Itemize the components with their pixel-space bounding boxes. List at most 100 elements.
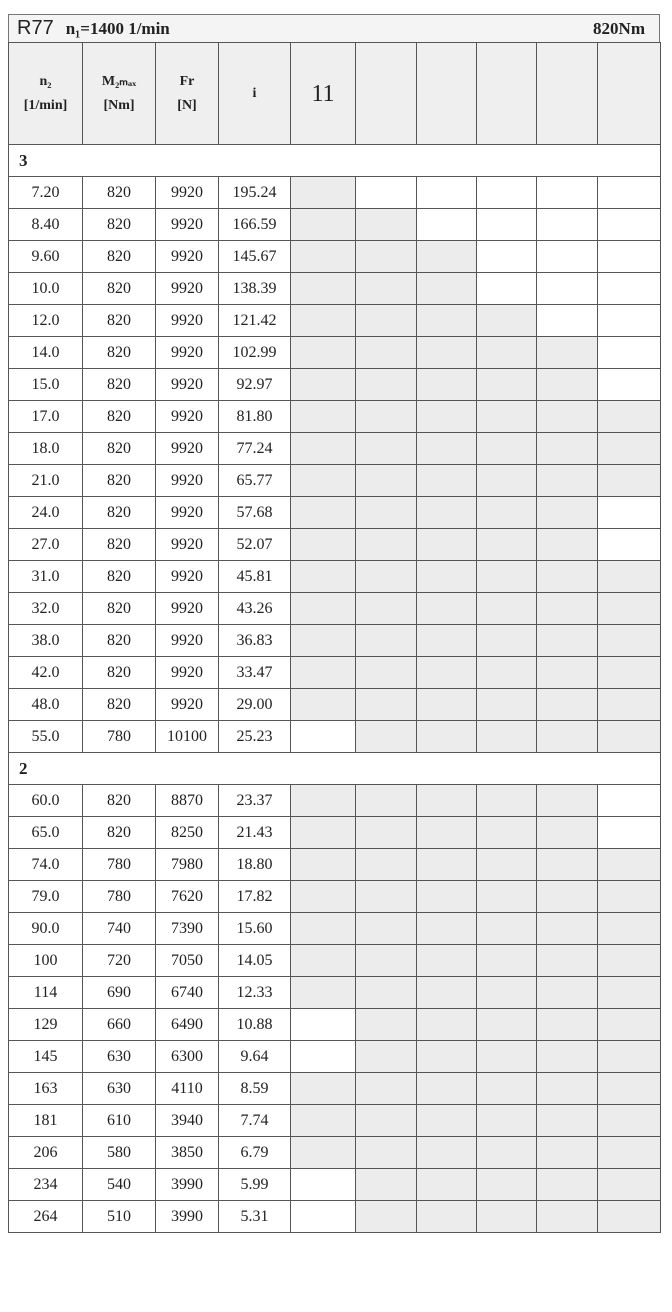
shaded-cell — [536, 336, 598, 369]
cell-i: 57.68 — [218, 496, 291, 529]
shaded-cell — [290, 880, 356, 913]
cell-n2: 9.60 — [8, 240, 83, 273]
cell-n2: 10.0 — [8, 272, 83, 305]
blank-cell — [597, 176, 661, 209]
shaded-cell — [597, 624, 661, 657]
cell-m2: 630 — [82, 1040, 156, 1073]
cell-m2: 820 — [82, 240, 156, 273]
stage-row: 3 — [8, 144, 661, 177]
shaded-cell — [416, 560, 477, 593]
shaded-cell — [355, 1008, 417, 1041]
cell-n2: 79.0 — [8, 880, 83, 913]
cell-fr: 3990 — [155, 1200, 219, 1233]
shaded-cell — [597, 1104, 661, 1137]
model-name: R77 — [17, 17, 54, 39]
cell-fr: 9920 — [155, 176, 219, 209]
header-blank — [416, 42, 477, 145]
table-row: 145 630 6300 9.64 — [8, 1040, 661, 1073]
cell-i: 6.79 — [218, 1136, 291, 1169]
cell-fr: 9920 — [155, 496, 219, 529]
table-row: 264 510 3990 5.31 — [8, 1200, 661, 1233]
blank-cell — [290, 1008, 356, 1041]
cell-fr: 9920 — [155, 624, 219, 657]
shaded-cell — [536, 1200, 598, 1233]
cell-m2: 820 — [82, 272, 156, 305]
cell-i: 25.23 — [218, 720, 291, 753]
cell-i: 8.59 — [218, 1072, 291, 1105]
cell-fr: 9920 — [155, 400, 219, 433]
table-row: 14.0 820 9920 102.99 — [8, 336, 661, 369]
shaded-cell — [536, 816, 598, 849]
shaded-cell — [536, 944, 598, 977]
shaded-cell — [355, 496, 417, 529]
cell-m2: 540 — [82, 1168, 156, 1201]
shaded-cell — [536, 400, 598, 433]
shaded-cell — [290, 784, 356, 817]
table-row: 163 630 4110 8.59 — [8, 1072, 661, 1105]
shaded-cell — [416, 656, 477, 689]
cell-n2: 74.0 — [8, 848, 83, 881]
table-row: 10.0 820 9920 138.39 — [8, 272, 661, 305]
cell-i: 121.42 — [218, 304, 291, 337]
shaded-cell — [290, 400, 356, 433]
shaded-cell — [597, 720, 661, 753]
cell-n2: 145 — [8, 1040, 83, 1073]
blank-cell — [476, 272, 537, 305]
cell-fr: 7390 — [155, 912, 219, 945]
table-row: 234 540 3990 5.99 — [8, 1168, 661, 1201]
cell-i: 12.33 — [218, 976, 291, 1009]
cell-n2: 38.0 — [8, 624, 83, 657]
cell-i: 18.80 — [218, 848, 291, 881]
header-m2max-name: M₂ₘₐₓ — [101, 73, 137, 89]
shaded-cell — [416, 1040, 477, 1073]
cell-n2: 234 — [8, 1168, 83, 1201]
header-fr: Fr [N] — [155, 42, 219, 145]
table-row: 17.0 820 9920 81.80 — [8, 400, 661, 433]
shaded-cell — [355, 848, 417, 881]
table-row: 24.0 820 9920 57.68 — [8, 496, 661, 529]
table-row: 8.40 820 9920 166.59 — [8, 208, 661, 241]
cell-n2: 32.0 — [8, 592, 83, 625]
cell-n2: 27.0 — [8, 528, 83, 561]
shaded-cell — [416, 784, 477, 817]
shaded-cell — [290, 240, 356, 273]
cell-fr: 9920 — [155, 432, 219, 465]
blank-cell — [536, 272, 598, 305]
shaded-cell — [355, 656, 417, 689]
table-row: 129 660 6490 10.88 — [8, 1008, 661, 1041]
shaded-cell — [290, 528, 356, 561]
shaded-cell — [416, 1072, 477, 1105]
cell-n2: 60.0 — [8, 784, 83, 817]
shaded-cell — [416, 240, 477, 273]
shaded-cell — [597, 1040, 661, 1073]
shaded-cell — [476, 624, 537, 657]
shaded-cell — [290, 432, 356, 465]
header-blank — [597, 42, 661, 145]
shaded-cell — [476, 496, 537, 529]
blank-cell — [597, 816, 661, 849]
shaded-cell — [536, 1040, 598, 1073]
shaded-cell — [476, 1040, 537, 1073]
table-row: 15.0 820 9920 92.97 — [8, 368, 661, 401]
cell-fr: 9920 — [155, 688, 219, 721]
shaded-cell — [416, 432, 477, 465]
cell-n2: 114 — [8, 976, 83, 1009]
shaded-cell — [597, 912, 661, 945]
table-row: 74.0 780 7980 18.80 — [8, 848, 661, 881]
cell-m2: 820 — [82, 400, 156, 433]
shaded-cell — [476, 688, 537, 721]
cell-i: 65.77 — [218, 464, 291, 497]
table-row: 90.0 740 7390 15.60 — [8, 912, 661, 945]
blank-cell — [597, 528, 661, 561]
cell-n2: 206 — [8, 1136, 83, 1169]
blank-cell — [597, 784, 661, 817]
shaded-cell — [355, 1040, 417, 1073]
shaded-cell — [355, 336, 417, 369]
cell-m2: 580 — [82, 1136, 156, 1169]
table-row: 27.0 820 9920 52.07 — [8, 528, 661, 561]
table-row: 18.0 820 9920 77.24 — [8, 432, 661, 465]
shaded-cell — [536, 1168, 598, 1201]
rated-torque: 820Nm — [593, 18, 645, 38]
cell-n2: 65.0 — [8, 816, 83, 849]
shaded-cell — [416, 304, 477, 337]
